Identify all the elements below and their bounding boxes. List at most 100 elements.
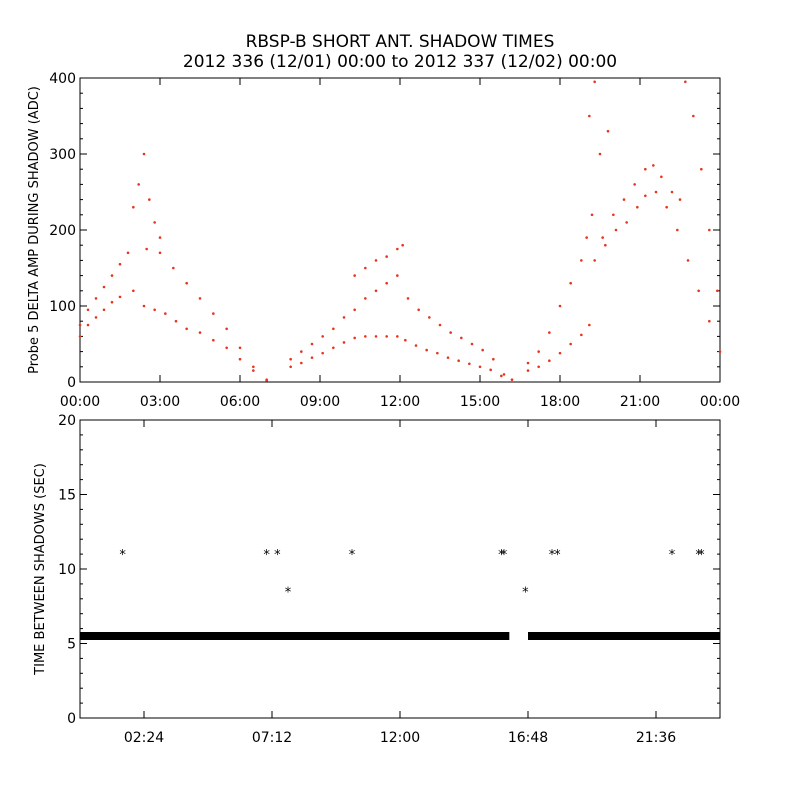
data-point	[489, 368, 492, 372]
x-tick-label: 02:24	[124, 730, 164, 746]
x-tick-label: 03:00	[140, 394, 180, 410]
data-point	[110, 300, 114, 304]
data-point: *	[669, 548, 676, 563]
data-point	[478, 365, 482, 369]
data-point	[588, 323, 591, 327]
data-point: *	[498, 548, 505, 563]
data-point: *	[274, 548, 281, 563]
data-point	[118, 262, 122, 266]
data-point	[94, 297, 98, 300]
data-point	[78, 323, 82, 327]
data-point	[718, 350, 722, 353]
data-point	[86, 308, 90, 312]
data-point	[310, 356, 314, 359]
data-point	[342, 341, 346, 344]
data-point	[614, 228, 618, 232]
data-point	[537, 350, 540, 353]
x-tick-label: 12:00	[380, 394, 420, 410]
data-point	[300, 361, 303, 365]
data-point	[644, 167, 647, 171]
data-point	[598, 152, 602, 156]
data-point	[700, 167, 703, 171]
data-point	[396, 335, 399, 338]
data-point: *	[349, 548, 356, 563]
data-point	[153, 308, 156, 312]
data-point	[142, 152, 146, 156]
data-point	[158, 236, 162, 239]
data-point	[364, 335, 367, 338]
data-point	[625, 221, 628, 224]
data-point	[548, 359, 551, 363]
data-point	[652, 164, 655, 167]
data-point: *	[285, 585, 292, 600]
data-point	[238, 346, 242, 350]
data-point	[396, 247, 399, 251]
y-tick-label: 15	[58, 488, 76, 504]
y-tick-label: 0	[67, 711, 76, 727]
data-point	[686, 259, 690, 262]
data-point	[385, 335, 388, 338]
data-point	[406, 297, 410, 300]
y-tick-label: 200	[49, 223, 76, 239]
data-point: *	[522, 585, 529, 600]
data-point	[332, 327, 335, 331]
data-point	[588, 114, 591, 118]
x-tick-label: 00:00	[60, 394, 100, 410]
y-tick-label: 400	[49, 71, 76, 87]
data-point	[492, 357, 495, 361]
data-point	[225, 346, 228, 350]
data-point	[132, 289, 135, 293]
data-point	[142, 304, 146, 308]
data-point	[174, 319, 178, 323]
data-point	[716, 289, 719, 293]
x-tick-label: 07:12	[252, 730, 292, 746]
data-point	[172, 266, 175, 270]
data-point	[593, 80, 596, 84]
data-point	[118, 295, 122, 299]
data-point: *	[698, 548, 705, 563]
y-tick-label: 0	[67, 375, 76, 391]
data-point	[670, 190, 674, 194]
data-point	[102, 285, 106, 289]
data-point	[633, 183, 636, 186]
data-point	[510, 378, 514, 382]
data-point	[678, 198, 682, 201]
data-point	[289, 357, 292, 361]
data-point	[580, 333, 583, 337]
data-point	[676, 228, 679, 232]
x-tick-label: 16:48	[508, 730, 548, 746]
data-point	[526, 369, 530, 372]
data-point	[468, 362, 471, 366]
x-tick-label: 21:36	[636, 730, 676, 746]
data-point	[446, 356, 450, 359]
data-point	[684, 80, 687, 84]
data-point	[537, 365, 540, 369]
data-point	[321, 351, 324, 355]
y-tick-label: 20	[58, 413, 76, 429]
data-point	[374, 289, 378, 293]
data-point	[137, 183, 140, 186]
data-point	[94, 316, 98, 319]
bottom-panel: 0 5 10 15 20 02:24 07:12 12:00 16:48 21:36 TIME BE…	[33, 413, 721, 746]
data-point	[300, 350, 303, 353]
data-point	[353, 308, 356, 312]
x-tick-label: 06:00	[220, 394, 260, 410]
y-axis-label: Probe 5 DELTA AMP DURING SHADOW (ADC)	[27, 86, 42, 374]
data-point	[601, 236, 604, 239]
data-point	[636, 205, 639, 209]
plot-frame	[79, 77, 721, 383]
data-point	[401, 243, 404, 247]
data-point	[660, 175, 663, 179]
data-point	[353, 274, 356, 277]
x-tick-label: 00:00	[700, 394, 740, 410]
y-tick-label: 100	[49, 299, 76, 315]
data-point	[86, 323, 90, 327]
data-point	[558, 304, 562, 308]
data-point: *	[549, 548, 556, 563]
data-point	[102, 308, 106, 312]
data-point	[153, 221, 156, 224]
x-tick-label: 12:00	[380, 730, 420, 746]
data-point	[198, 297, 202, 300]
